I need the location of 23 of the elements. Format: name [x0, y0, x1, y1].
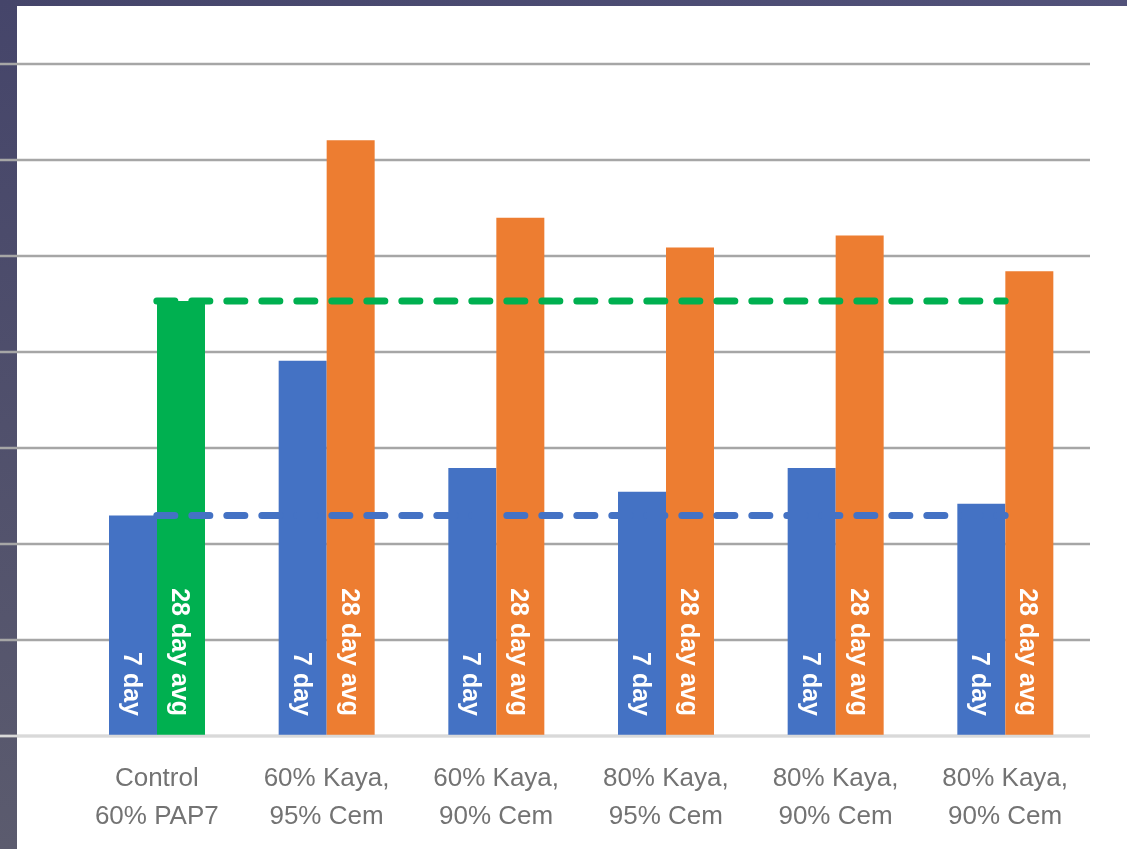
bar [835, 235, 884, 736]
series-label: 28 day avg [167, 588, 195, 716]
series-label: 7 day [119, 652, 147, 717]
text: 7 day [628, 652, 656, 716]
text: 28 day avg [845, 588, 874, 716]
x-tick-label: 60% Kaya, 90% Cem [433, 762, 560, 830]
bar [496, 217, 545, 736]
text: 7 day [797, 652, 826, 716]
text: 7 day [967, 652, 996, 716]
bar [326, 140, 375, 736]
text: 28 day avg [1015, 588, 1044, 716]
x-tick-label: Control 60% PAP7 [94, 762, 219, 830]
text: 7 day [458, 652, 487, 716]
bar [666, 247, 714, 736]
text: 28 day avg [336, 588, 365, 716]
x-tick-label: 80% Kaya, 90% Cem [942, 762, 1069, 830]
bar [1005, 271, 1054, 736]
text: 28 day avg [506, 588, 535, 716]
text: 7 day [288, 652, 317, 716]
x-tick-label: 80% Kaya, 90% Cem [772, 762, 899, 830]
x-tick-label: 80% Kaya, 95% Cem [602, 762, 729, 830]
text: 28 day avg [676, 588, 704, 716]
x-tick-label: 60% Kaya, 95% Cem [263, 762, 390, 830]
